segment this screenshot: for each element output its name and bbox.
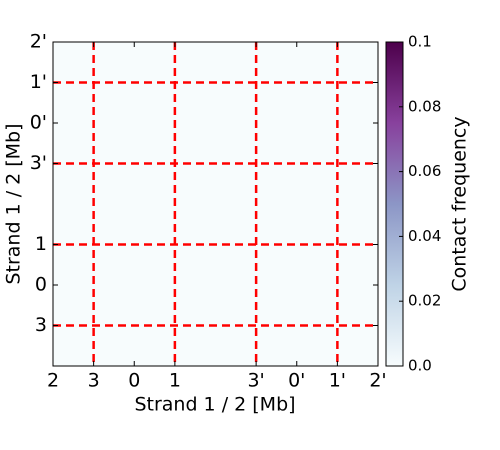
y-tick-label: 3': [30, 152, 47, 174]
colorbar-tick-label: 0.06: [408, 162, 441, 180]
y-tick-label: 3: [35, 314, 47, 336]
x-tick-label: 2': [369, 370, 386, 392]
x-tick-label: 2: [47, 370, 59, 392]
colorbar-tick-label: 0.1: [408, 33, 432, 51]
y-tick-label: 0: [35, 274, 47, 296]
y-axis-label: Strand 1 / 2 [Mb]: [3, 123, 25, 284]
colorbar-tick-label: 0.04: [408, 227, 441, 245]
colorbar-tick-label: 0.02: [408, 292, 441, 310]
plot-frame: [52, 41, 379, 367]
colorbar-tick-label: 0.0: [408, 357, 432, 375]
x-axis-label: Strand 1 / 2 [Mb]: [134, 394, 295, 416]
x-tick-label: 3: [88, 370, 100, 392]
x-tick-label: 0': [288, 370, 305, 392]
x-tick-label: 1': [329, 370, 346, 392]
y-tick-label: 2': [30, 31, 47, 53]
y-tick-label: 0': [30, 112, 47, 134]
x-tick-label: 0: [128, 370, 140, 392]
colorbar-label: Contact frequency: [449, 116, 471, 291]
heatmap-cell: [53, 42, 378, 366]
colorbar-tick-label: 0.08: [408, 97, 441, 115]
y-tick-label: 1': [30, 71, 47, 93]
y-tick-label: 1: [35, 233, 47, 255]
x-tick-label: 3': [247, 370, 264, 392]
x-tick-label: 1: [169, 370, 181, 392]
colorbar: [385, 41, 404, 367]
